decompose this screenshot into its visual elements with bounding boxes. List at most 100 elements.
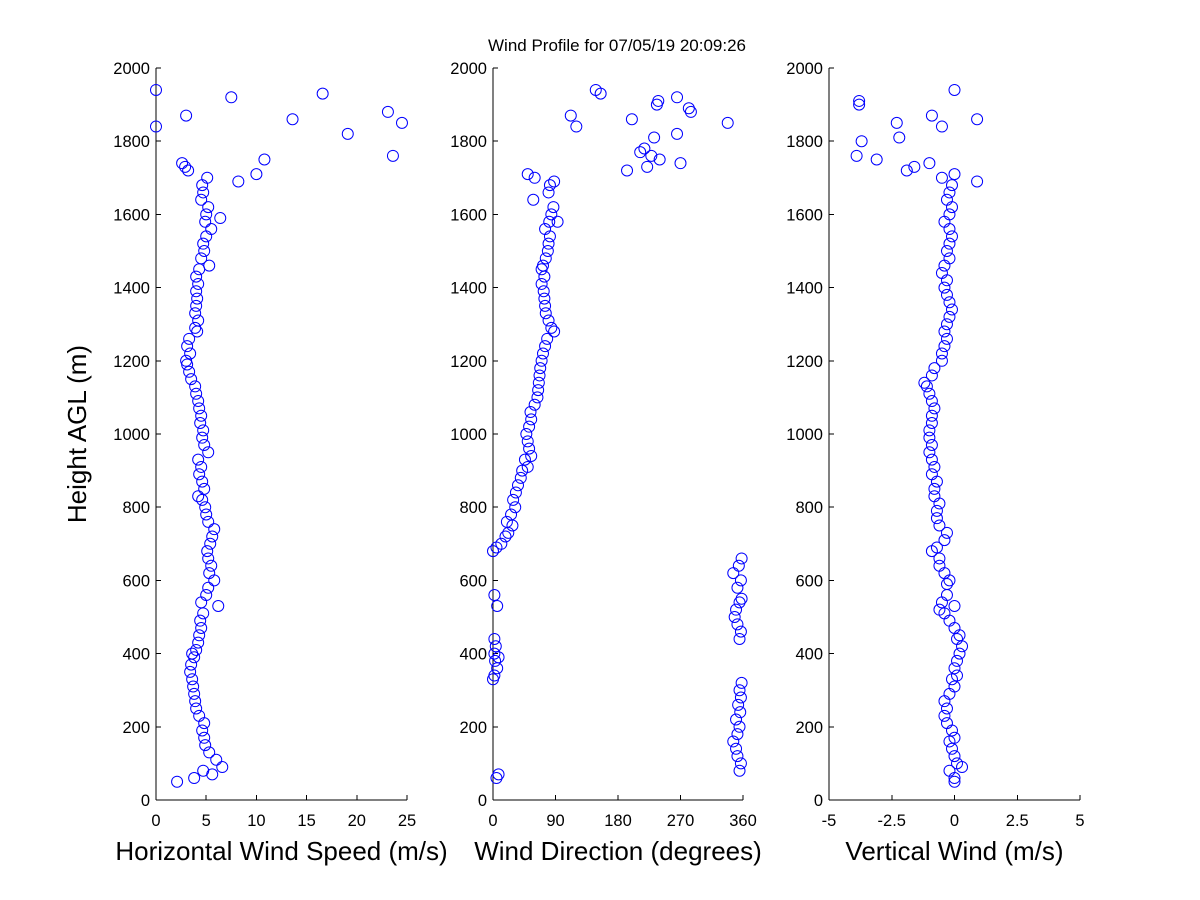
data-point (492, 651, 505, 664)
data-point (507, 493, 520, 506)
data-point (206, 768, 219, 781)
data-point (187, 680, 200, 693)
data-point (733, 720, 746, 733)
data-point (551, 215, 564, 228)
data-point (594, 87, 607, 100)
data-point (495, 537, 508, 550)
data-point (943, 764, 956, 777)
data-point (196, 724, 209, 737)
data-point (951, 654, 964, 667)
data-point (512, 479, 524, 492)
x-tick-label: -5 (822, 812, 837, 830)
data-point (734, 691, 747, 704)
data-point (943, 310, 956, 323)
vertical-wind-x-label: Vertical Wind (m/s) (845, 836, 1063, 866)
x-tick-label: 270 (667, 812, 695, 830)
data-point (925, 109, 938, 122)
data-point (193, 709, 206, 722)
data-point (940, 332, 953, 345)
data-point (183, 365, 196, 378)
data-point (730, 603, 743, 616)
data-point (671, 127, 684, 140)
data-point (189, 321, 202, 334)
vertical-wind-points (850, 83, 984, 788)
data-point (195, 193, 208, 206)
data-point (258, 153, 271, 166)
data-point (951, 669, 964, 682)
data-point (184, 665, 197, 678)
x-tick-label: 0 (151, 812, 160, 830)
data-point (195, 252, 208, 265)
data-point (940, 526, 953, 539)
data-point (730, 713, 743, 726)
horizontal-wind-speed-y-label: Height AGL (m) (62, 345, 92, 523)
data-point (545, 208, 558, 221)
data-point (189, 380, 202, 393)
data-point (520, 428, 533, 440)
data-point (543, 215, 556, 228)
data-point (203, 567, 216, 580)
data-point (938, 325, 951, 338)
y-tick-label: 1600 (450, 206, 487, 224)
data-point (943, 186, 956, 199)
data-point (541, 245, 554, 257)
data-point (514, 471, 527, 484)
data-point (205, 223, 218, 236)
data-point (938, 534, 951, 547)
data-point (196, 475, 209, 488)
data-point (940, 245, 953, 257)
data-point (532, 376, 545, 389)
data-point (214, 212, 227, 225)
data-point (192, 453, 205, 466)
data-point (203, 746, 216, 759)
data-point (893, 131, 906, 144)
data-point (195, 621, 208, 634)
data-point (539, 307, 552, 320)
data-point (381, 105, 394, 118)
data-point (181, 340, 194, 353)
x-tick-label: 2.5 (1006, 812, 1029, 830)
data-point (645, 149, 658, 162)
data-point (727, 735, 740, 748)
x-tick-label: 180 (604, 812, 632, 830)
data-point (201, 171, 214, 184)
data-point (731, 750, 744, 763)
y-tick-label: 600 (122, 572, 150, 590)
data-point (232, 175, 245, 188)
data-point (634, 146, 647, 159)
y-tick-label: 1000 (450, 426, 487, 444)
data-point (923, 431, 936, 444)
data-point (192, 314, 205, 327)
data-point (948, 83, 961, 96)
data-point (735, 676, 748, 689)
data-point (521, 168, 534, 181)
data-point (925, 453, 938, 466)
data-point (564, 109, 577, 122)
data-point (928, 490, 941, 503)
data-point (225, 91, 238, 104)
data-point (488, 669, 501, 682)
data-point (923, 387, 936, 400)
data-point (539, 223, 552, 236)
data-point (180, 109, 193, 122)
data-point (537, 347, 549, 360)
data-point (928, 362, 941, 375)
data-point (190, 270, 203, 283)
data-point (930, 541, 943, 554)
data-point (216, 761, 229, 774)
data-point (202, 581, 215, 594)
data-point (539, 340, 552, 353)
data-point (192, 395, 205, 408)
data-point (945, 742, 958, 755)
vertical-wind-panel: 0 200 400 600 800 1000 1200 1400 1600 1800 2000 -5 -… (786, 60, 1084, 866)
y-tick-label: 200 (122, 719, 150, 737)
wind-direction-x-label: Wind Direction (degrees) (474, 836, 762, 866)
y-tick-label: 0 (478, 792, 487, 810)
data-point (150, 120, 162, 133)
data-point (488, 632, 501, 645)
data-point (525, 449, 538, 462)
data-point (928, 402, 941, 415)
data-point (190, 285, 203, 298)
data-point (684, 105, 697, 118)
